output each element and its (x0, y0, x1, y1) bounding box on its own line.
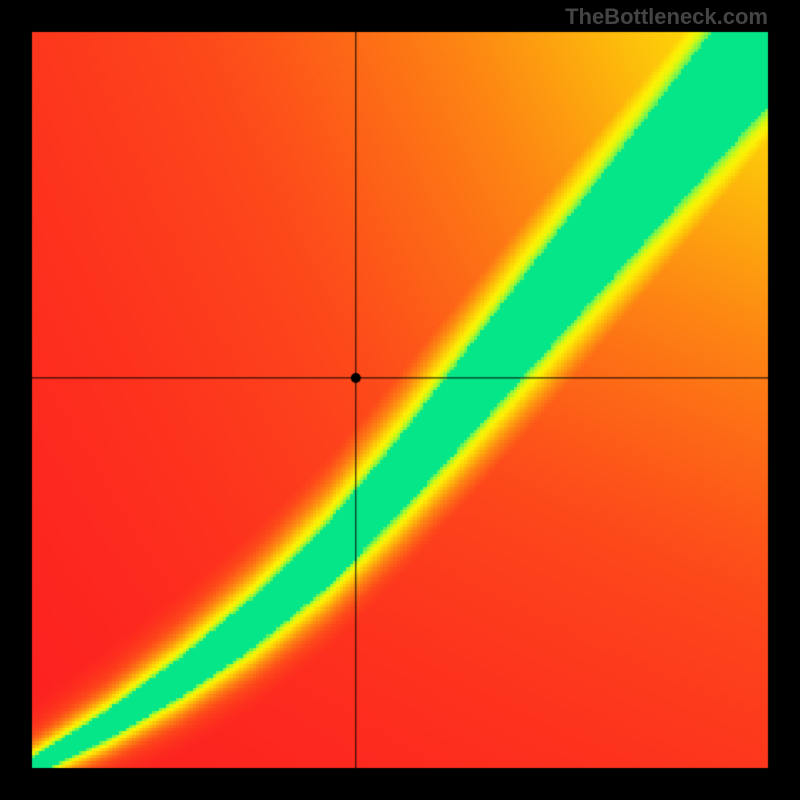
watermark-text: TheBottleneck.com (565, 4, 768, 30)
bottleneck-heatmap (0, 0, 800, 800)
